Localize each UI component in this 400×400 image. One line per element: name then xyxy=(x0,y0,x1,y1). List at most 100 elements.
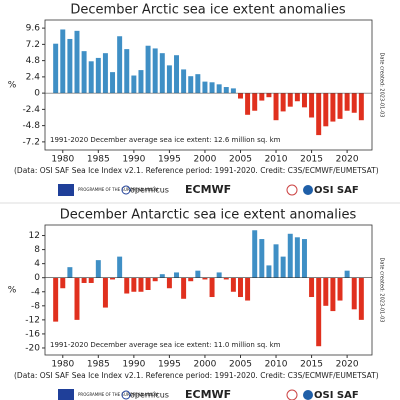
bar xyxy=(188,277,194,282)
bar xyxy=(287,93,293,107)
bar xyxy=(152,48,158,94)
y-tick-label: 4.8 xyxy=(26,56,41,66)
bar xyxy=(259,93,265,101)
logo-text: opernicus xyxy=(130,391,169,400)
bar xyxy=(88,61,94,94)
logo-text: OSI SAF xyxy=(314,390,359,400)
bar xyxy=(95,57,101,94)
bar xyxy=(245,277,251,301)
bar xyxy=(230,88,236,94)
bar xyxy=(209,82,215,94)
bar xyxy=(117,256,123,278)
logo-mark xyxy=(286,184,298,196)
bar xyxy=(53,43,59,94)
y-tick-label: -20 xyxy=(25,343,40,353)
bar xyxy=(344,93,350,111)
bar xyxy=(67,267,73,278)
bar xyxy=(181,277,187,299)
x-tick-label: 1980 xyxy=(51,360,74,370)
y-tick-label: 0 xyxy=(34,273,40,283)
bar xyxy=(238,277,243,298)
y-tick-label: 12 xyxy=(29,231,40,241)
logo-text: ECMWF xyxy=(185,388,231,400)
bar xyxy=(323,93,329,127)
bar xyxy=(252,230,258,278)
bar xyxy=(124,49,130,94)
bar xyxy=(102,53,108,94)
bar xyxy=(74,30,80,94)
annotation: 1991-2020 December average sea ice exten… xyxy=(50,136,281,144)
bar xyxy=(81,277,87,283)
bar xyxy=(266,93,272,98)
bar xyxy=(294,93,300,102)
x-tick-label: 1985 xyxy=(87,155,110,165)
logo-text: OSI SAF xyxy=(314,185,359,196)
bar xyxy=(280,93,286,112)
bar xyxy=(273,244,279,278)
bar xyxy=(209,277,215,298)
bar xyxy=(230,277,236,292)
y-tick-label: -2.4 xyxy=(22,105,40,115)
bar xyxy=(53,277,59,322)
x-tick-label: 1990 xyxy=(122,360,145,370)
bar xyxy=(88,277,94,283)
bar xyxy=(166,65,172,94)
y-tick-label: 8 xyxy=(34,245,40,255)
y-tick-label: -4.8 xyxy=(22,121,40,131)
x-tick-label: 2005 xyxy=(229,155,252,165)
plot-frame xyxy=(44,224,373,356)
y-tick-label: -16 xyxy=(25,329,40,339)
bar xyxy=(95,260,101,278)
annotation: 1991-2020 December average sea ice exten… xyxy=(50,341,281,349)
date-created: Date created: 2023-01-03 xyxy=(379,53,385,118)
bar xyxy=(316,277,322,347)
bar xyxy=(309,93,315,118)
y-tick-label: -4 xyxy=(31,287,40,297)
logo-mark xyxy=(286,389,298,400)
bar xyxy=(223,277,229,280)
bar xyxy=(138,277,144,292)
y-tick-label: -7.2 xyxy=(22,137,40,147)
bar xyxy=(273,93,279,121)
x-tick-label: 2005 xyxy=(229,360,252,370)
bar xyxy=(330,93,336,122)
bar xyxy=(280,256,286,278)
bar xyxy=(202,277,208,280)
bar xyxy=(60,29,66,94)
logo-mark xyxy=(121,390,131,400)
logo-text: ECMWF xyxy=(185,183,231,196)
bar xyxy=(344,270,350,278)
bar xyxy=(301,93,307,108)
bar xyxy=(174,55,179,94)
y-tick-label: 9.6 xyxy=(26,24,41,34)
y-tick-label: 2.4 xyxy=(26,72,41,82)
y-tick-label: 4 xyxy=(34,259,40,269)
bar xyxy=(174,272,179,278)
bar xyxy=(131,277,137,292)
bar xyxy=(358,277,364,320)
x-tick-label: 1980 xyxy=(51,155,74,165)
bar xyxy=(81,51,87,94)
bar xyxy=(358,93,364,121)
bar xyxy=(294,237,300,278)
bar xyxy=(145,45,151,94)
chart-title: December Antarctic sea ice extent anomal… xyxy=(60,208,357,223)
y-axis-label: % xyxy=(8,286,17,296)
logo-text: opernicus xyxy=(130,186,169,195)
x-tick-label: 2000 xyxy=(193,155,216,165)
bar xyxy=(195,74,201,94)
bar xyxy=(245,93,251,115)
bar xyxy=(145,277,151,290)
logo-mark xyxy=(303,390,313,400)
y-tick-label: 7.2 xyxy=(26,40,40,50)
source: (Data: OSI SAF Sea Ice Index v2.1. Refer… xyxy=(14,166,379,175)
logo-mark xyxy=(121,185,131,195)
x-tick-label: 1990 xyxy=(122,155,145,165)
bar xyxy=(124,277,130,294)
bar xyxy=(216,84,222,94)
logo-text: PROGRAMME OF THE EUROPEAN UNION xyxy=(78,392,158,397)
bar xyxy=(159,53,165,94)
bar xyxy=(166,277,172,289)
x-tick-label: 2020 xyxy=(336,155,359,165)
x-tick-label: 2020 xyxy=(336,360,359,370)
